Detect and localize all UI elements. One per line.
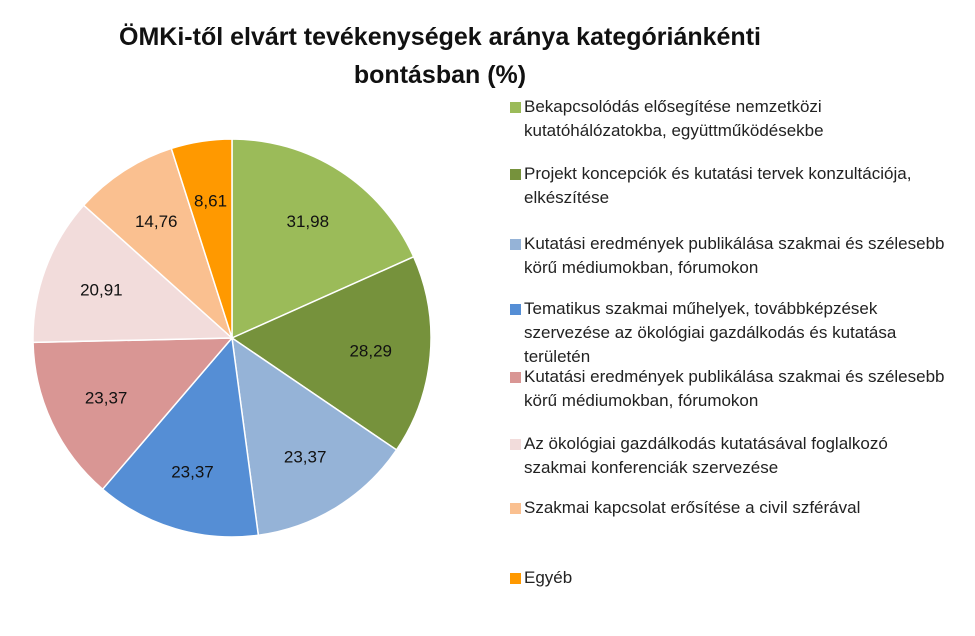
legend-swatch-1 [510,102,521,113]
chart-title-line-2: bontásban (%) [353,61,527,89]
legend-label-7: Szakmai kapcsolat erősítése a civil szfé… [524,498,861,517]
legend-swatch-8 [510,573,521,584]
chart-title: ÖMKi-től elvárt tevékenységek aránya kat… [60,18,820,94]
legend-item-7: Szakmai kapcsolat erősítése a civil szfé… [510,496,950,520]
chart-title-line-1: ÖMKi-től elvárt tevékenységek aránya kat… [119,23,761,51]
pie-slice-3 [231,336,398,537]
legend-item-4: Tematikus szakmai műhelyek, továbbképzés… [510,297,950,369]
legend-label-8: Egyéb [524,568,573,587]
pie-slice-4 [101,336,260,538]
legend-item-6: Az ökológiai gazdálkodás kutatásával fog… [510,432,950,480]
legend-swatch-5 [510,372,521,383]
legend-item-3: Kutatási eredmények publikálása szakmai … [510,232,950,280]
legend-label-4: Tematikus szakmai műhelyek, továbbképzés… [524,299,897,366]
pie-slice-5 [32,337,234,491]
legend-swatch-4 [510,304,521,315]
data-label-1: 31,98 [287,212,330,231]
data-label-2: 28,29 [349,341,392,360]
legend-item-8: Egyéb [510,566,950,590]
legend-label-3: Kutatási eredmények publikálása szakmai … [524,234,945,277]
pie-slice-1 [231,138,415,340]
data-label-4: 23,37 [171,463,214,482]
legend-label-5: Kutatási eredmények publikálása szakmai … [524,367,945,410]
data-label-6: 20,91 [80,281,123,300]
data-label-3: 23,37 [284,448,327,467]
legend-swatch-2 [510,169,521,180]
data-label-7: 14,76 [135,212,178,231]
pie-slice-8 [170,138,233,339]
legend-label-2: Projekt koncepciók és kutatási tervek ko… [524,164,912,207]
pie-slice-6 [32,204,234,344]
pie-slice-7 [82,147,234,341]
data-label-8: 8,61 [194,191,227,210]
legend-swatch-3 [510,239,521,250]
pie-slice-2 [230,255,432,451]
legend-swatch-7 [510,503,521,514]
legend-item-2: Projekt koncepciók és kutatási tervek ko… [510,162,950,210]
legend-label-1: Bekapcsolódás elősegítése nemzetközi kut… [524,97,824,140]
legend-item-5: Kutatási eredmények publikálása szakmai … [510,365,950,413]
legend-swatch-6 [510,439,521,450]
legend-item-1: Bekapcsolódás elősegítése nemzetközi kut… [510,95,950,143]
data-label-5: 23,37 [85,389,128,408]
legend-label-6: Az ökológiai gazdálkodás kutatásával fog… [524,434,888,477]
